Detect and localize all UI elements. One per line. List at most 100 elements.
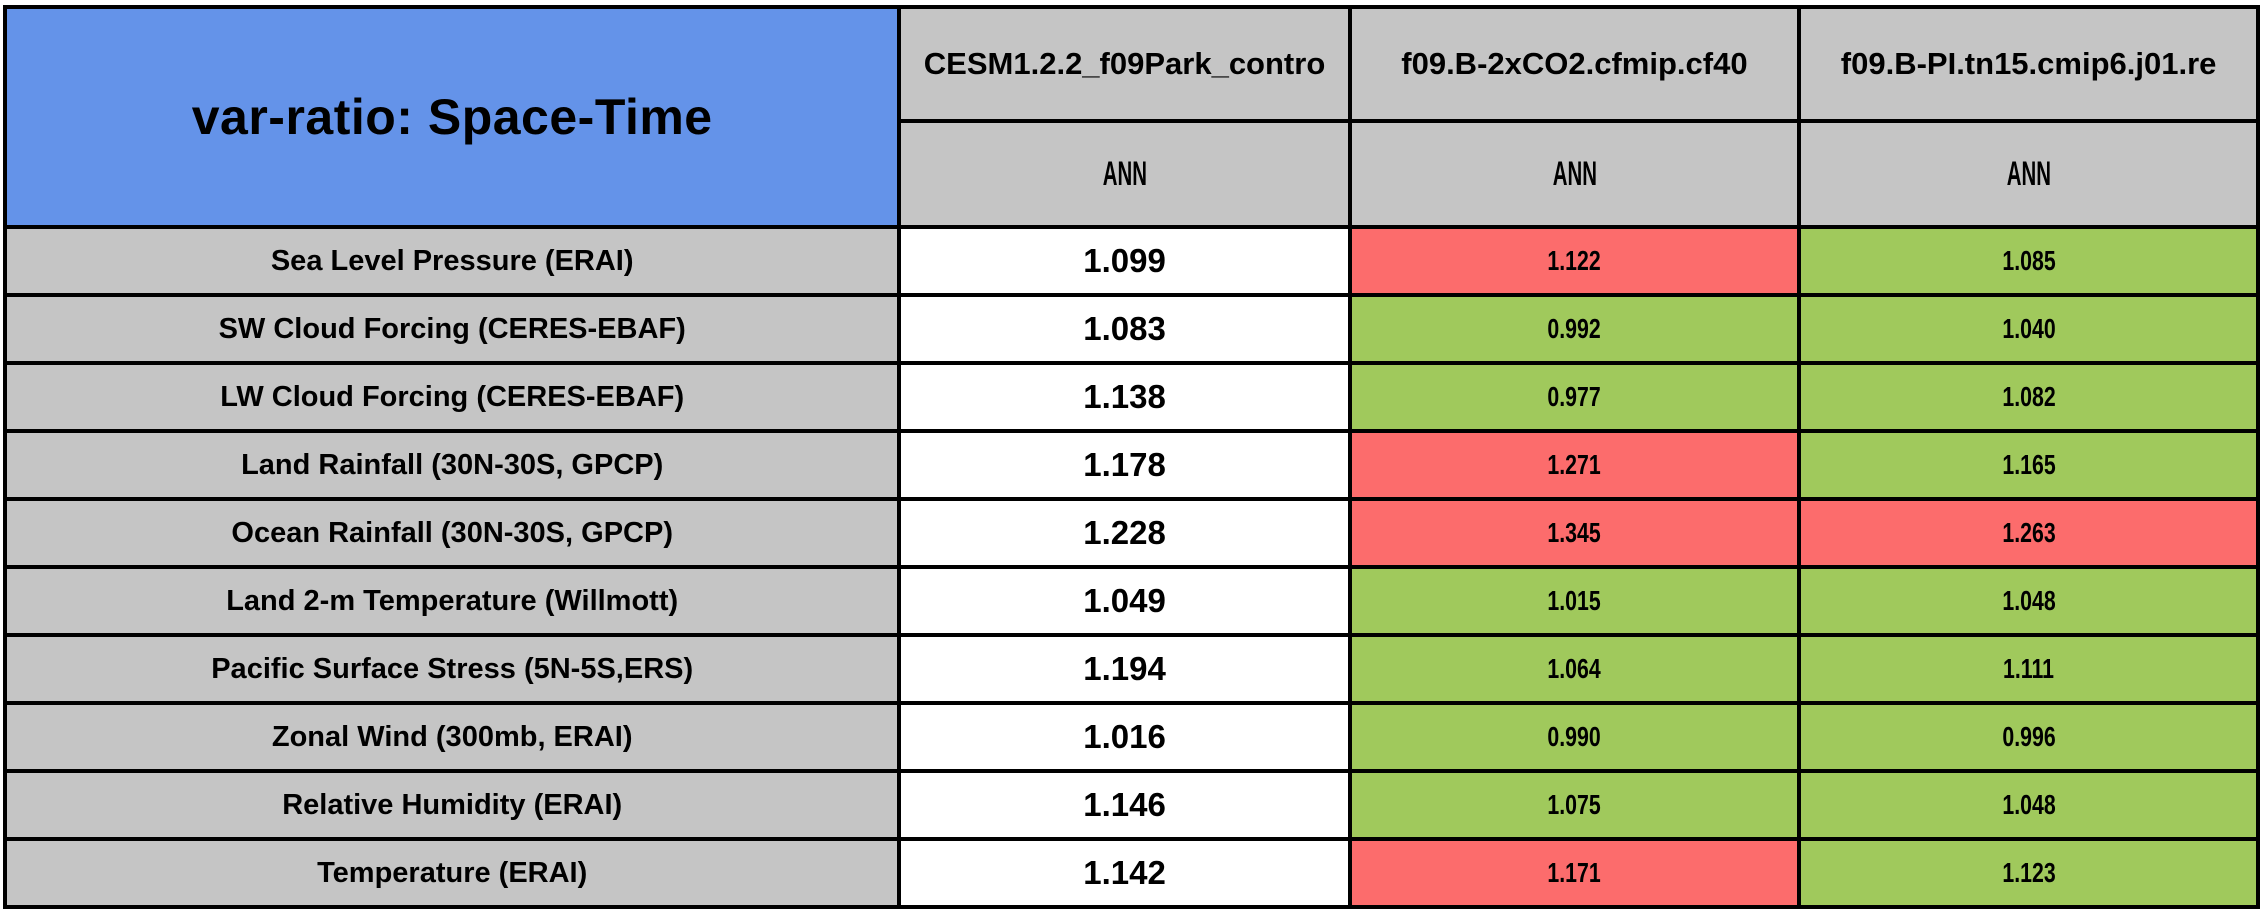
metric-value: 1.165 bbox=[2001, 449, 2056, 480]
metric-value-cell: 1.271 bbox=[1347, 429, 1802, 501]
metric-value-cell: 1.138 bbox=[897, 361, 1352, 433]
metric-value-cell: 1.146 bbox=[897, 769, 1352, 841]
metric-value-cell: 1.111 bbox=[1797, 633, 2260, 705]
metric-value: 1.111 bbox=[2003, 653, 2055, 684]
table-row: Sea Level Pressure (ERAI) 1.099 1.122 1.… bbox=[2, 225, 2260, 297]
metric-value: 1.016 bbox=[1083, 718, 1166, 755]
metric-value: 0.996 bbox=[2001, 721, 2056, 752]
table-row: SW Cloud Forcing (CERES-EBAF) 1.083 0.99… bbox=[2, 293, 2260, 365]
metric-value-cell: 1.083 bbox=[897, 293, 1352, 365]
table-title: var-ratio: Space-Time bbox=[191, 89, 713, 145]
metric-value: 1.228 bbox=[1083, 514, 1166, 551]
metric-label: Relative Humidity (ERAI) bbox=[282, 788, 623, 821]
metric-label-cell: SW Cloud Forcing (CERES-EBAF) bbox=[2, 293, 902, 365]
metric-label-cell: Land 2-m Temperature (Willmott) bbox=[2, 565, 902, 637]
metric-label-cell: Land Rainfall (30N-30S, GPCP) bbox=[2, 429, 902, 501]
metric-value: 1.040 bbox=[2001, 313, 2056, 344]
metric-value-cell: 1.178 bbox=[897, 429, 1352, 501]
metric-value-cell: 1.015 bbox=[1347, 565, 1802, 637]
metric-value-cell: 1.142 bbox=[897, 837, 1352, 909]
table-row: Ocean Rainfall (30N-30S, GPCP) 1.228 1.3… bbox=[2, 497, 2260, 569]
metric-value: 1.178 bbox=[1083, 446, 1166, 483]
metric-value-cell: 1.122 bbox=[1347, 225, 1802, 297]
metric-value-cell: 1.194 bbox=[897, 633, 1352, 705]
model-column-header: f09.B-2xCO2.cfmip.cf40 bbox=[1347, 5, 1802, 123]
metric-value-cell: 1.016 bbox=[897, 701, 1352, 773]
metric-label: SW Cloud Forcing (CERES-EBAF) bbox=[218, 312, 686, 345]
metric-value-cell: 1.165 bbox=[1797, 429, 2260, 501]
metric-value: 1.064 bbox=[1547, 653, 1602, 684]
metric-value-cell: 1.171 bbox=[1347, 837, 1802, 909]
metric-label: Land Rainfall (30N-30S, GPCP) bbox=[241, 448, 664, 481]
model-name: f09.B-2xCO2.cfmip.cf40 bbox=[1401, 46, 1748, 81]
metric-value-cell: 0.992 bbox=[1347, 293, 1802, 365]
table-row: Temperature (ERAI) 1.142 1.171 1.123 bbox=[2, 837, 2260, 909]
metric-value: 1.099 bbox=[1083, 242, 1166, 279]
metric-value-cell: 1.075 bbox=[1347, 769, 1802, 841]
metric-value: 0.977 bbox=[1547, 381, 1602, 412]
season-header: ANN bbox=[1347, 119, 1802, 229]
metric-value-cell: 1.085 bbox=[1797, 225, 2260, 297]
metric-value-cell: 1.099 bbox=[897, 225, 1352, 297]
metric-value-cell: 1.228 bbox=[897, 497, 1352, 569]
metric-value: 1.048 bbox=[2001, 585, 2056, 616]
metric-label-cell: Ocean Rainfall (30N-30S, GPCP) bbox=[2, 497, 902, 569]
metric-value: 1.075 bbox=[1547, 789, 1602, 820]
table-row: LW Cloud Forcing (CERES-EBAF) 1.138 0.97… bbox=[2, 361, 2260, 433]
season-label: ANN bbox=[1552, 154, 1597, 193]
metric-label-cell: Sea Level Pressure (ERAI) bbox=[2, 225, 902, 297]
metric-label-cell: Temperature (ERAI) bbox=[2, 837, 902, 909]
table-row: Zonal Wind (300mb, ERAI) 1.016 0.990 0.9… bbox=[2, 701, 2260, 773]
metric-value-cell: 1.040 bbox=[1797, 293, 2260, 365]
model-name: CESM1.2.2_f09Park_contro bbox=[923, 46, 1326, 81]
metric-value-cell: 1.345 bbox=[1347, 497, 1802, 569]
metric-value: 1.138 bbox=[1083, 378, 1166, 415]
season-header: ANN bbox=[897, 119, 1352, 229]
metric-value-cell: 1.082 bbox=[1797, 361, 2260, 433]
metric-label-cell: LW Cloud Forcing (CERES-EBAF) bbox=[2, 361, 902, 433]
metric-value: 1.171 bbox=[1547, 857, 1602, 888]
metric-label: Zonal Wind (300mb, ERAI) bbox=[271, 720, 633, 753]
metric-label: Pacific Surface Stress (5N-5S,ERS) bbox=[211, 652, 694, 685]
metric-label: Temperature (ERAI) bbox=[317, 856, 588, 889]
metric-value: 1.048 bbox=[2001, 789, 2056, 820]
var-ratio-table: var-ratio: Space-Time CESM1.2.2_f09Park_… bbox=[2, 5, 2260, 909]
table-row: Relative Humidity (ERAI) 1.146 1.075 1.0… bbox=[2, 769, 2260, 841]
metric-label: Ocean Rainfall (30N-30S, GPCP) bbox=[231, 516, 673, 549]
table-row: Land Rainfall (30N-30S, GPCP) 1.178 1.27… bbox=[2, 429, 2260, 501]
model-column-header: CESM1.2.2_f09Park_contro bbox=[897, 5, 1352, 123]
metric-value: 1.263 bbox=[2001, 517, 2056, 548]
table-title-cell: var-ratio: Space-Time bbox=[2, 5, 902, 229]
season-header: ANN bbox=[1797, 119, 2260, 229]
metric-value-cell: 1.048 bbox=[1797, 769, 2260, 841]
metric-value: 0.992 bbox=[1547, 313, 1602, 344]
metric-value-cell: 0.990 bbox=[1347, 701, 1802, 773]
model-name: f09.B-PI.tn15.cmip6.j01.re bbox=[1840, 46, 2217, 81]
table-row: Land 2-m Temperature (Willmott) 1.049 1.… bbox=[2, 565, 2260, 637]
metric-value: 1.083 bbox=[1083, 310, 1166, 347]
table-row: Pacific Surface Stress (5N-5S,ERS) 1.194… bbox=[2, 633, 2260, 705]
metric-value: 1.082 bbox=[2001, 381, 2056, 412]
metric-value-cell: 1.064 bbox=[1347, 633, 1802, 705]
metric-value: 0.990 bbox=[1547, 721, 1602, 752]
metric-value-cell: 0.996 bbox=[1797, 701, 2260, 773]
metric-value: 1.142 bbox=[1083, 854, 1166, 891]
metric-value-cell: 1.123 bbox=[1797, 837, 2260, 909]
season-label: ANN bbox=[1102, 154, 1147, 193]
season-label: ANN bbox=[2006, 154, 2051, 193]
metric-value: 1.194 bbox=[1083, 650, 1166, 687]
metric-value-cell: 0.977 bbox=[1347, 361, 1802, 433]
metric-value: 1.049 bbox=[1083, 582, 1166, 619]
metric-value: 1.085 bbox=[2001, 245, 2056, 276]
metric-label-cell: Zonal Wind (300mb, ERAI) bbox=[2, 701, 902, 773]
model-header-row: var-ratio: Space-Time CESM1.2.2_f09Park_… bbox=[2, 5, 2260, 229]
metric-label: LW Cloud Forcing (CERES-EBAF) bbox=[220, 380, 685, 413]
metric-label: Land 2-m Temperature (Willmott) bbox=[226, 584, 679, 617]
metric-value-cell: 1.263 bbox=[1797, 497, 2260, 569]
metric-value: 1.271 bbox=[1547, 449, 1602, 480]
model-column-header: f09.B-PI.tn15.cmip6.j01.re bbox=[1797, 5, 2260, 123]
metric-value: 1.015 bbox=[1547, 585, 1602, 616]
metric-value-cell: 1.049 bbox=[897, 565, 1352, 637]
metric-label-cell: Pacific Surface Stress (5N-5S,ERS) bbox=[2, 633, 902, 705]
